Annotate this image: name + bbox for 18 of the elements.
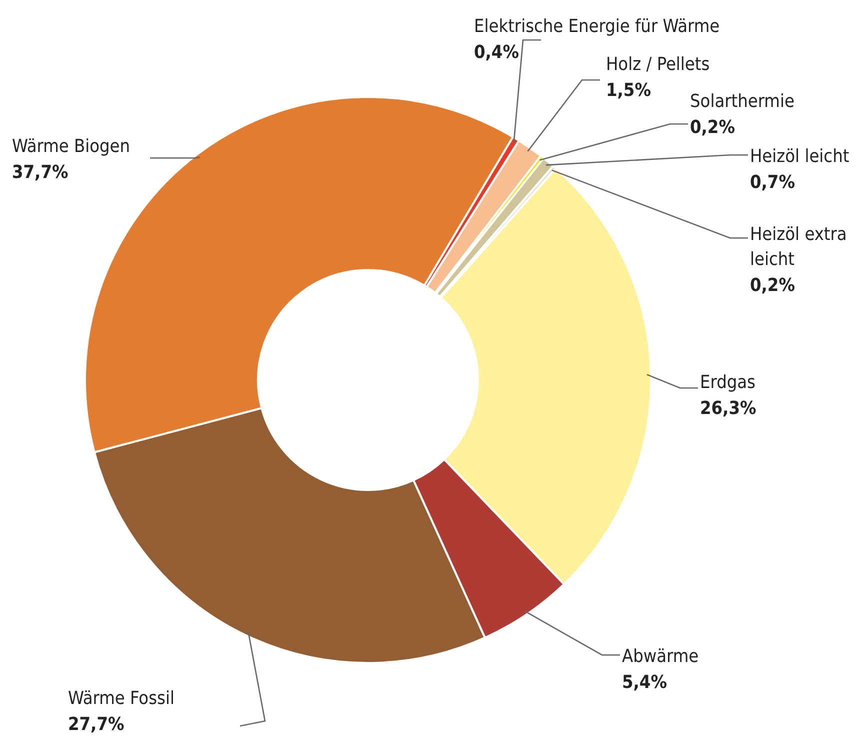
data-label: 0,7% bbox=[750, 172, 795, 193]
slice-label: Solarthermie bbox=[690, 91, 794, 112]
slice-label: Holz / Pellets bbox=[606, 54, 710, 75]
data-label: 37,7% bbox=[12, 162, 68, 183]
slice-label: Erdgas bbox=[700, 372, 756, 393]
data-label: 0,2% bbox=[690, 117, 735, 138]
data-label: 0,2% bbox=[750, 275, 795, 296]
slice-label: Abwärme bbox=[622, 646, 699, 667]
slice-label: Heizöl leicht bbox=[750, 146, 850, 167]
data-label: 27,7% bbox=[68, 714, 124, 735]
slice-label: Wärme Fossil bbox=[68, 688, 174, 709]
slice-label: Heizöl extra leicht bbox=[750, 224, 847, 270]
data-label: 0,4% bbox=[474, 42, 519, 63]
data-label: 1,5% bbox=[606, 80, 651, 101]
slice-label: Wärme Biogen bbox=[12, 136, 130, 157]
data-label: 26,3% bbox=[700, 398, 756, 419]
slice-label: Elektrische Energie für Wärme bbox=[474, 16, 720, 37]
data-label: 5,4% bbox=[622, 672, 667, 693]
